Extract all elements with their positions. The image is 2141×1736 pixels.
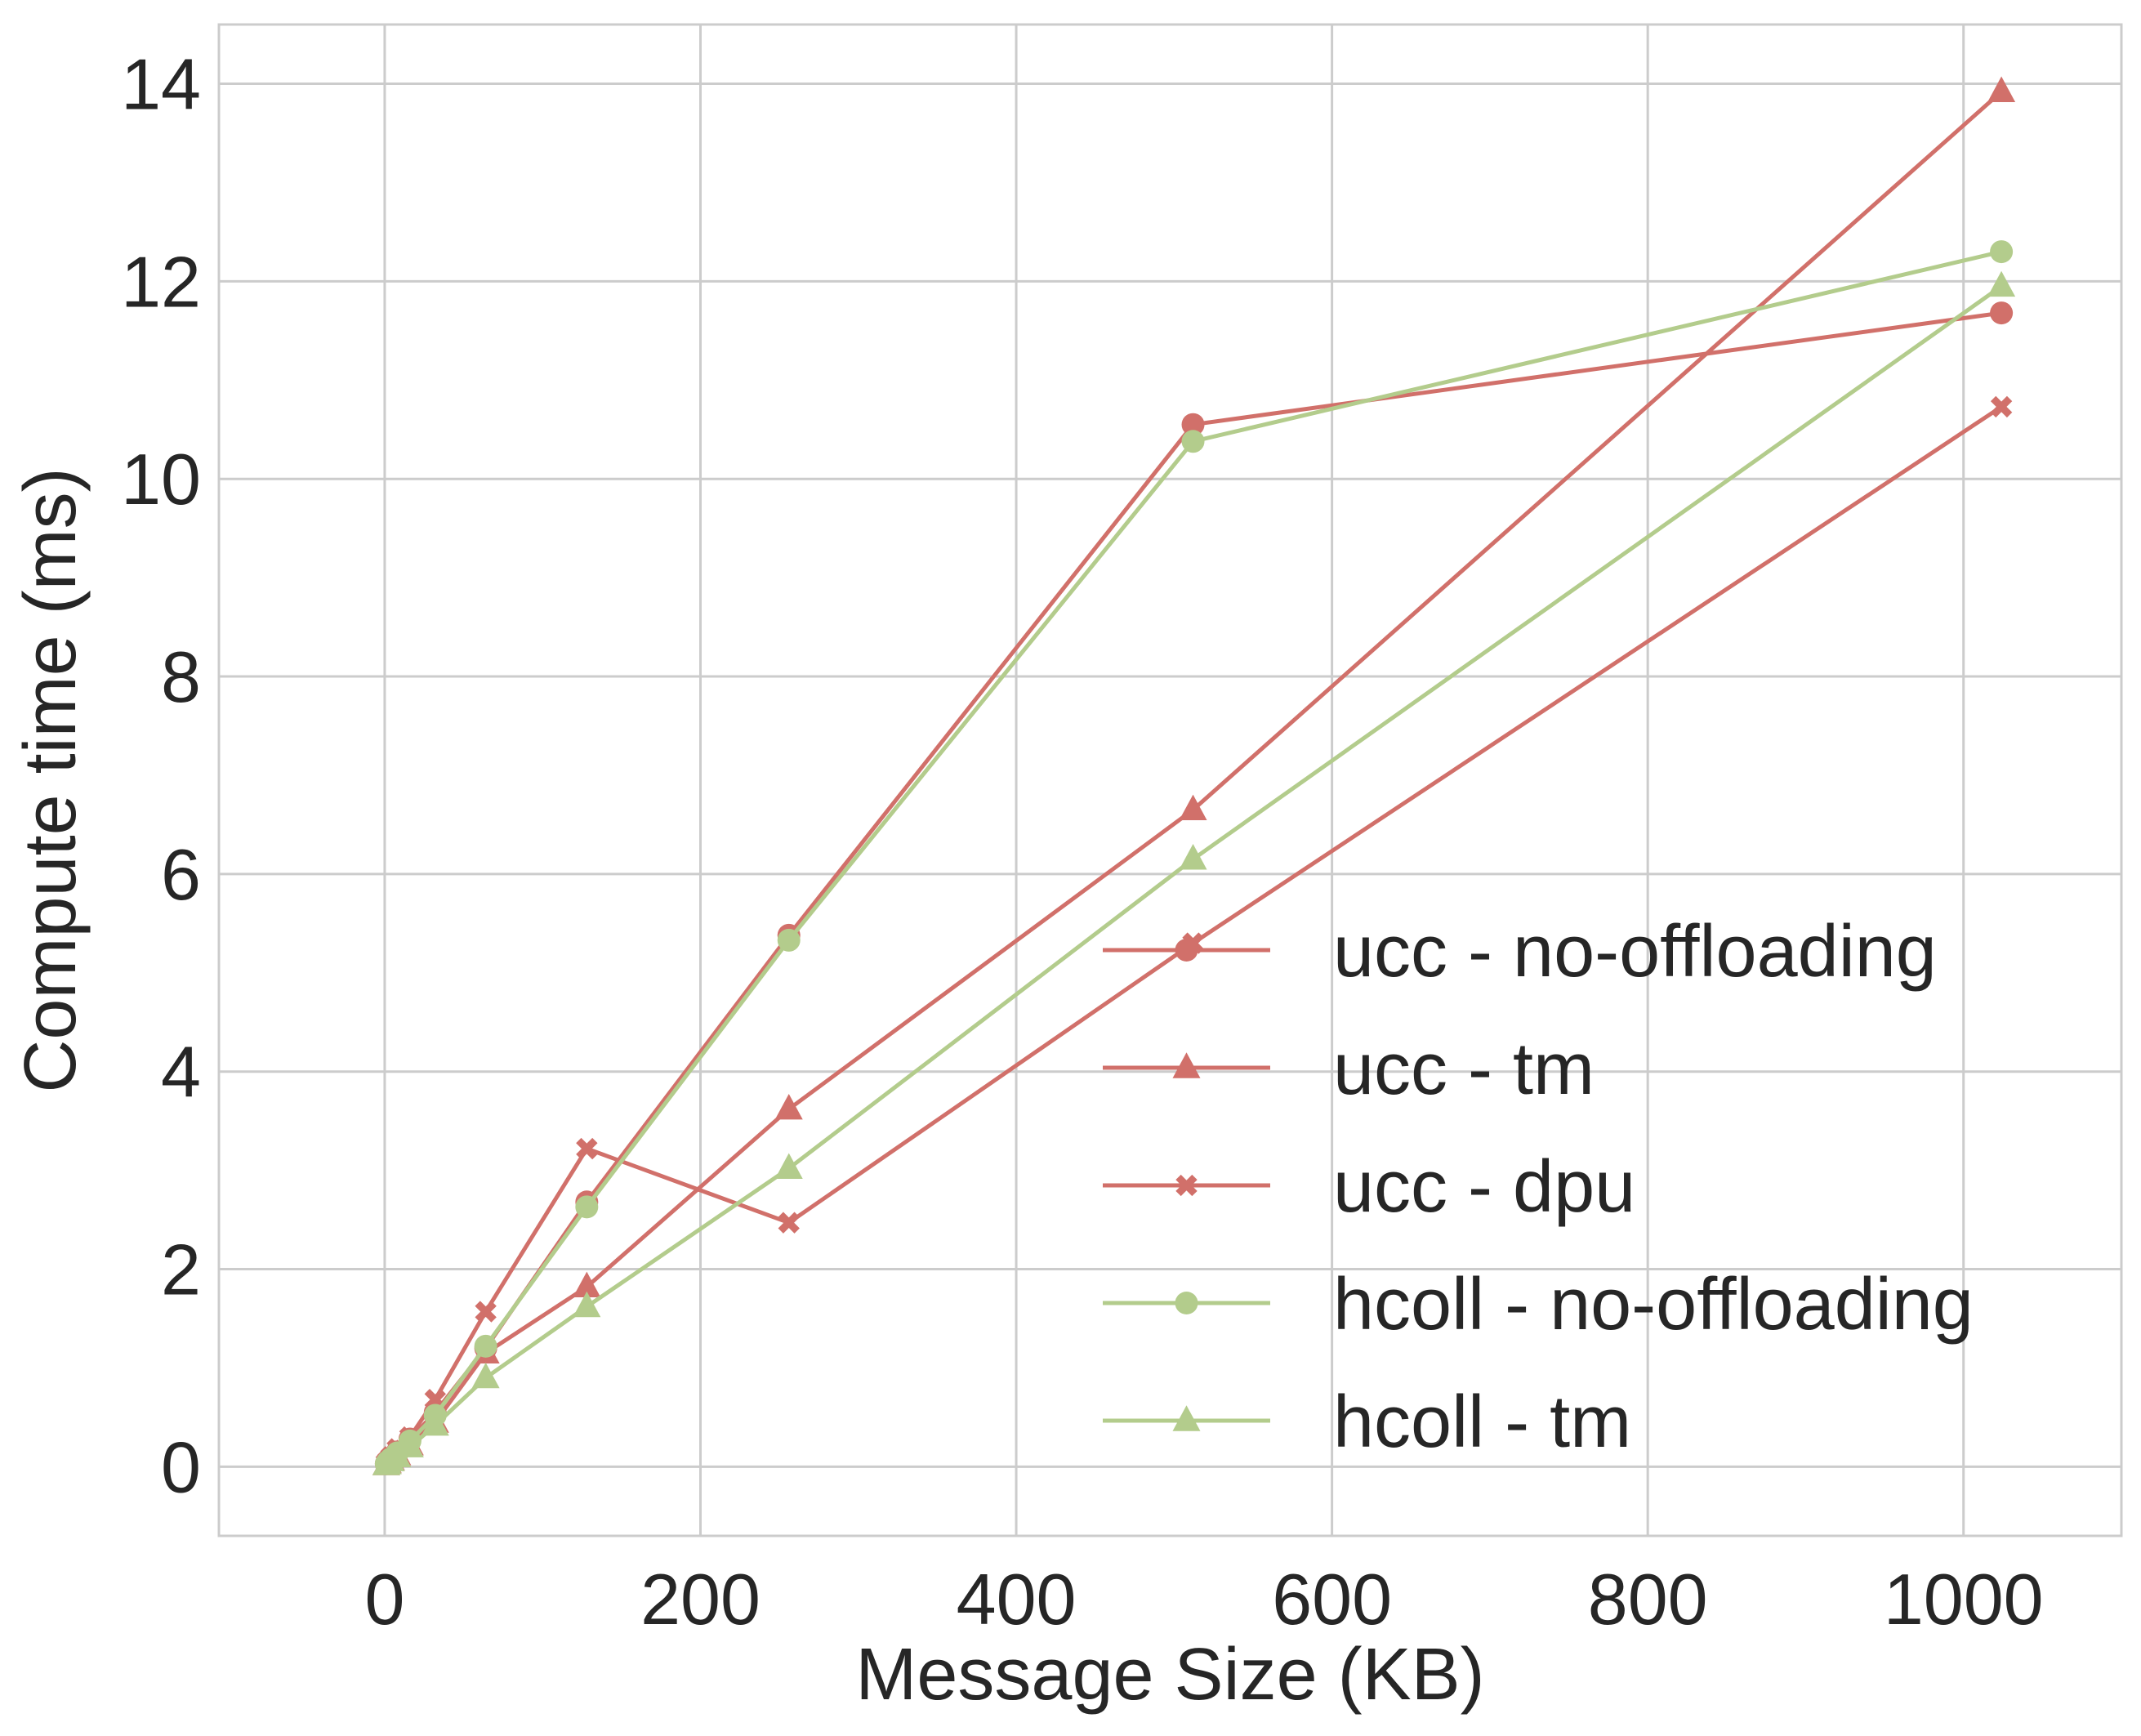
data-point	[1180, 844, 1207, 869]
legend-label: ucc - tm	[1333, 1029, 1595, 1110]
legend-label: hcoll - no-offloading	[1333, 1264, 1974, 1346]
legend-item: ucc - no-offloading	[1103, 911, 1937, 993]
data-point	[1990, 240, 2013, 263]
x-tick-label: 200	[640, 1559, 761, 1640]
data-point	[1987, 77, 2015, 102]
x-axis-label: Message Size (KB)	[855, 1634, 1484, 1716]
data-point	[1180, 795, 1207, 820]
data-point	[475, 1335, 497, 1358]
legend-marker	[1173, 1052, 1201, 1078]
legend-label: ucc - no-offloading	[1333, 911, 1937, 993]
y-tick-label: 14	[121, 44, 201, 125]
data-point	[775, 1094, 803, 1119]
legend-marker	[1175, 1292, 1198, 1314]
y-tick-label: 6	[161, 834, 201, 915]
y-tick-label: 0	[161, 1426, 201, 1507]
data-point	[575, 1195, 598, 1218]
y-tick-label: 8	[161, 636, 201, 717]
legend-label: ucc - dpu	[1333, 1146, 1635, 1228]
data-point	[778, 929, 801, 952]
y-axis-label: Compute time (ms)	[10, 467, 91, 1092]
legend-label: hcoll - tm	[1333, 1381, 1631, 1463]
x-axis-ticks: 0 200 400 600 800 1000	[364, 1559, 2043, 1640]
legend-item: ucc - tm	[1103, 1029, 1595, 1110]
y-tick-label: 10	[121, 439, 201, 520]
x-tick-label: 0	[364, 1559, 404, 1640]
legend-item: ucc - dpu	[1103, 1146, 1635, 1228]
y-tick-label: 2	[161, 1229, 201, 1310]
data-point	[1987, 271, 2015, 297]
series-line	[386, 91, 2001, 1465]
x-tick-label: 1000	[1884, 1559, 2044, 1640]
legend: ucc - no-offloading ucc - tm ucc - dpu hcol…	[1103, 911, 1974, 1463]
legend-marker	[1175, 939, 1198, 962]
legend-marker	[1173, 1405, 1201, 1430]
y-axis-ticks: 0 2 4 6 8 10 12 14	[121, 44, 201, 1508]
legend-item: hcoll - no-offloading	[1103, 1264, 1974, 1346]
data-point	[1993, 399, 2009, 415]
data-point	[1990, 301, 2013, 324]
data-point	[775, 1153, 803, 1178]
legend-item: hcoll - tm	[1103, 1381, 1631, 1463]
x-tick-label: 400	[957, 1559, 1077, 1640]
x-tick-label: 600	[1272, 1559, 1392, 1640]
y-tick-label: 4	[161, 1032, 201, 1113]
data-point	[1182, 430, 1205, 453]
y-tick-label: 12	[121, 241, 201, 322]
data-point	[478, 1304, 494, 1320]
x-tick-label: 800	[1588, 1559, 1708, 1640]
